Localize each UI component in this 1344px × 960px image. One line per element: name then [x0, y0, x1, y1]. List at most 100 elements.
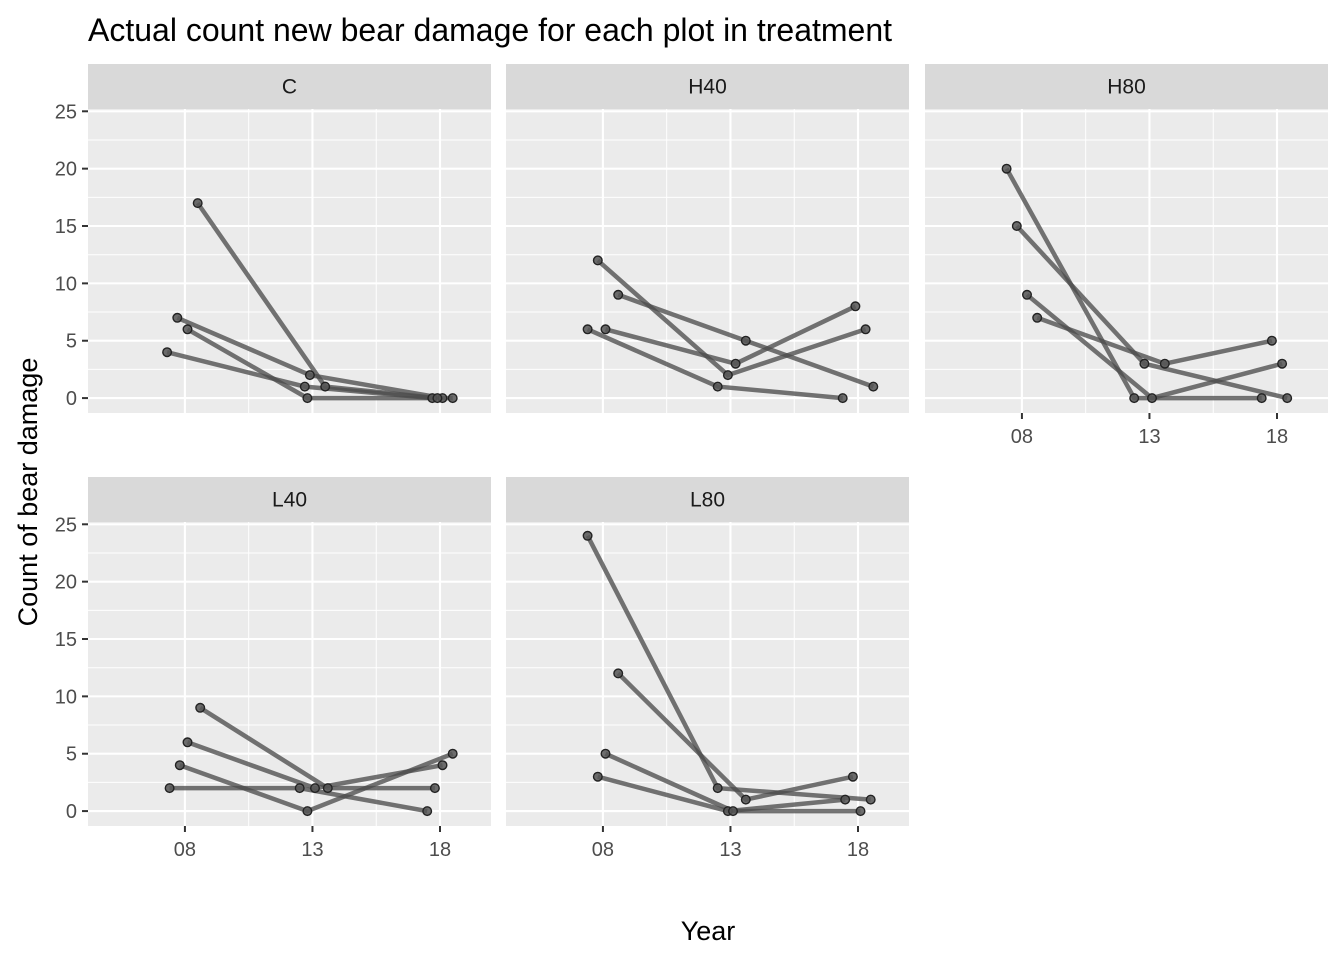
data-point [740, 794, 751, 805]
y-tick-label: 15 [55, 216, 77, 238]
data-point [1266, 335, 1277, 346]
panel-background [88, 522, 491, 826]
data-point [162, 347, 173, 358]
data-point [195, 702, 206, 713]
data-point [728, 806, 739, 817]
x-tick-label: 08 [174, 839, 196, 861]
data-point [164, 783, 175, 794]
data-point [447, 393, 458, 404]
y-tick-label: 25 [55, 101, 77, 123]
data-point [712, 783, 723, 794]
data-point [850, 301, 861, 312]
data-point [320, 381, 331, 392]
data-point [182, 737, 193, 748]
data-point [613, 668, 624, 679]
x-tick-label: 18 [847, 839, 869, 861]
data-point [860, 324, 871, 335]
data-point [1011, 220, 1022, 231]
y-tick-label: 20 [55, 572, 77, 594]
facet-strip [88, 64, 491, 109]
panel-background [506, 522, 909, 826]
data-point [582, 530, 593, 541]
data-point [322, 783, 333, 794]
facet-strip [925, 64, 1328, 109]
data-point [310, 783, 321, 794]
chart-title: Actual count new bear damage for each pl… [88, 12, 892, 48]
facet-panels: C 0 5 10 15 20 25 H40 H80 08 13 18 L40 0 5 10 15 20 25 08 13… [55, 64, 1328, 861]
data-point [304, 370, 315, 381]
x-tick-label: 08 [1011, 426, 1033, 448]
data-point [865, 794, 876, 805]
facet-panel-h80: H80 08 13 18 [925, 64, 1328, 448]
data-point [182, 324, 193, 335]
facet-strip-label: L80 [690, 489, 725, 512]
data-point [1159, 358, 1170, 369]
y-tick-label: 15 [55, 629, 77, 651]
data-point [1146, 393, 1157, 404]
data-point [855, 806, 866, 817]
x-tick-label: 18 [1266, 426, 1288, 448]
data-point [600, 324, 611, 335]
data-point [192, 198, 203, 209]
y-tick-label: 5 [66, 744, 77, 766]
facet-strip-label: L40 [272, 489, 307, 512]
x-tick-label: 18 [429, 839, 451, 861]
data-point [1001, 163, 1012, 174]
data-point [1032, 312, 1043, 323]
data-point [1139, 358, 1150, 369]
data-point [432, 393, 443, 404]
data-point [302, 806, 313, 817]
data-point [600, 748, 611, 759]
y-tick-label: 25 [55, 514, 77, 536]
data-point [294, 783, 305, 794]
panel-background [88, 109, 491, 413]
data-point [592, 771, 603, 782]
facet-panel-h40: H40 [506, 64, 909, 413]
facet-strip-label: H40 [688, 76, 727, 99]
data-point [437, 760, 448, 771]
data-point [1129, 393, 1140, 404]
y-tick-label: 10 [55, 273, 77, 295]
data-point [740, 335, 751, 346]
y-axis-title: Count of bear damage [13, 358, 43, 627]
facet-panel-l40: L40 0 5 10 15 20 25 08 13 18 [55, 477, 491, 861]
data-point [837, 393, 848, 404]
data-point [429, 783, 440, 794]
x-tick-label: 13 [301, 839, 323, 861]
data-point [447, 748, 458, 759]
data-point [868, 381, 879, 392]
panel-background [506, 109, 909, 413]
data-point [1256, 393, 1267, 404]
data-point [1277, 358, 1288, 369]
data-point [840, 794, 851, 805]
data-point [1022, 289, 1033, 300]
facet-panel-l80: L80 08 13 18 [506, 477, 909, 861]
facet-strip [506, 477, 909, 522]
x-tick-label: 08 [592, 839, 614, 861]
data-point [613, 289, 624, 300]
facet-strip [88, 477, 491, 522]
facet-strip-label: C [282, 76, 297, 99]
data-point [1282, 393, 1293, 404]
facet-strip [506, 64, 909, 109]
data-point [722, 370, 733, 381]
data-point [172, 312, 183, 323]
data-point [302, 393, 313, 404]
y-tick-label: 0 [66, 388, 77, 410]
x-tick-label: 13 [1138, 426, 1160, 448]
data-point [422, 806, 433, 817]
data-point [847, 771, 858, 782]
panel-background [925, 109, 1328, 413]
x-axis-title: Year [681, 916, 736, 946]
y-tick-label: 0 [66, 801, 77, 823]
facet-strip-label: H80 [1107, 76, 1146, 99]
data-point [174, 760, 185, 771]
data-point [299, 381, 310, 392]
facet-panel-c: C 0 5 10 15 20 25 [55, 64, 491, 413]
y-tick-label: 20 [55, 159, 77, 181]
y-tick-label: 10 [55, 686, 77, 708]
data-point [582, 324, 593, 335]
data-point [730, 358, 741, 369]
data-point [712, 381, 723, 392]
